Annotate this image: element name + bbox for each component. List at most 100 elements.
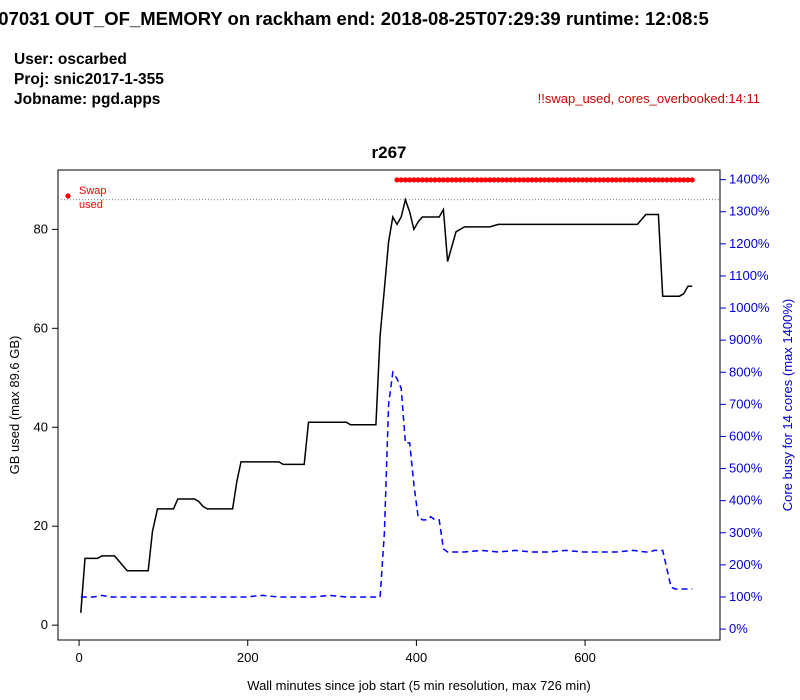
swap-marker [668, 177, 674, 183]
y2-tick-label: 1200% [729, 236, 770, 251]
swap-marker [445, 177, 451, 183]
swap-marker [546, 177, 552, 183]
swap-marker [499, 177, 506, 183]
y2-tick-label: 100% [729, 589, 763, 604]
swap-marker [402, 177, 409, 183]
swap-marker [567, 177, 573, 183]
swap-marker [647, 177, 653, 183]
swap-marker [482, 177, 489, 183]
y2-tick-label: 1400% [729, 172, 770, 187]
project-label: Proj: snic2017-1-355 [14, 71, 164, 88]
swap-marker [634, 177, 640, 183]
swap-marker [478, 177, 484, 183]
swap-marker [676, 177, 683, 183]
swap-marker [651, 177, 657, 183]
y2-tick-label: 400% [729, 493, 763, 508]
swap-marker [554, 177, 560, 183]
swap-marker [440, 177, 446, 183]
swap-marker [423, 177, 430, 183]
page-title: 607031 OUT_OF_MEMORY on rackham end: 201… [0, 8, 709, 29]
x-tick-label: 600 [574, 650, 596, 665]
swap-marker [529, 177, 535, 183]
swap-marker [537, 177, 543, 183]
y-tick-label: 20 [34, 518, 48, 533]
swap-marker [432, 177, 438, 183]
swap-marker [415, 177, 421, 183]
legend-swap-label: used [79, 199, 103, 211]
cpu-usage-line [80, 370, 693, 598]
swap-marker [672, 177, 678, 183]
legend-swap-marker [65, 193, 71, 199]
y2-tick-label: 1300% [729, 204, 770, 219]
swap-marker [689, 177, 695, 183]
swap-marker [449, 177, 455, 183]
swap-marker [525, 177, 531, 183]
legend-swap-label: Swap [79, 185, 107, 197]
job-flags: !!swap_used, cores_overbooked:14:11 [537, 91, 760, 106]
x-axis-label: Wall minutes since job start (5 min reso… [247, 678, 590, 693]
swap-marker [613, 177, 619, 183]
swap-marker [563, 177, 569, 183]
chart-title: r267 [372, 143, 407, 162]
swap-marker [495, 177, 501, 183]
swap-marker [571, 177, 577, 183]
plot-frame [57, 169, 721, 641]
swap-marker [584, 177, 590, 183]
swap-marker [622, 177, 628, 183]
y2-tick-label: 200% [729, 557, 763, 572]
swap-marker [626, 177, 632, 183]
y2-tick-label: 500% [729, 461, 763, 476]
swap-marker [428, 177, 434, 183]
swap-marker [516, 177, 522, 183]
y2-tick-label: 1000% [729, 300, 770, 315]
swap-marker [655, 177, 662, 183]
y2-tick-label: 600% [729, 428, 763, 443]
y2-tick-label: 800% [729, 364, 763, 379]
swap-marker [550, 177, 556, 183]
x-tick-label: 400 [406, 650, 428, 665]
swap-marker [533, 177, 539, 183]
swap-marker [411, 177, 417, 183]
swap-marker [512, 177, 518, 183]
y-tick-label: 80 [34, 221, 48, 236]
swap-marker [461, 177, 468, 183]
swap-marker [394, 177, 400, 183]
swap-marker [398, 177, 404, 183]
user-label: User: oscarbed [14, 51, 127, 68]
x-tick-label: 200 [237, 650, 259, 665]
swap-marker [601, 177, 607, 183]
swap-marker [487, 177, 493, 183]
swap-marker [605, 177, 611, 183]
swap-marker [681, 177, 687, 183]
swap-marker [638, 177, 645, 183]
y2-tick-label: 700% [729, 396, 763, 411]
swap-marker [558, 177, 565, 183]
swap-marker [520, 177, 527, 183]
jobname-label: Jobname: pgd.apps [14, 91, 161, 108]
swap-marker [470, 177, 476, 183]
swap-marker [579, 177, 586, 183]
swap-marker [575, 177, 581, 183]
swap-marker [474, 177, 480, 183]
y-tick-label: 60 [34, 320, 48, 335]
y2-tick-label: 300% [729, 525, 763, 540]
swap-marker [609, 177, 615, 183]
y-tick-label: 0 [41, 617, 48, 632]
swap-marker [508, 177, 514, 183]
swap-marker [453, 177, 459, 183]
swap-marker [685, 177, 691, 183]
swap-marker [596, 177, 603, 183]
swap-marker [504, 177, 510, 183]
swap-marker [457, 177, 463, 183]
swap-marker [617, 177, 624, 183]
y2-tick-label: 0% [729, 621, 748, 636]
swap-marker [466, 177, 472, 183]
y2-tick-label: 900% [729, 332, 763, 347]
x-tick-label: 0 [75, 650, 82, 665]
swap-marker [491, 177, 497, 183]
swap-marker [592, 177, 598, 183]
swap-marker [541, 177, 548, 183]
swap-marker [588, 177, 594, 183]
swap-marker [436, 177, 442, 183]
